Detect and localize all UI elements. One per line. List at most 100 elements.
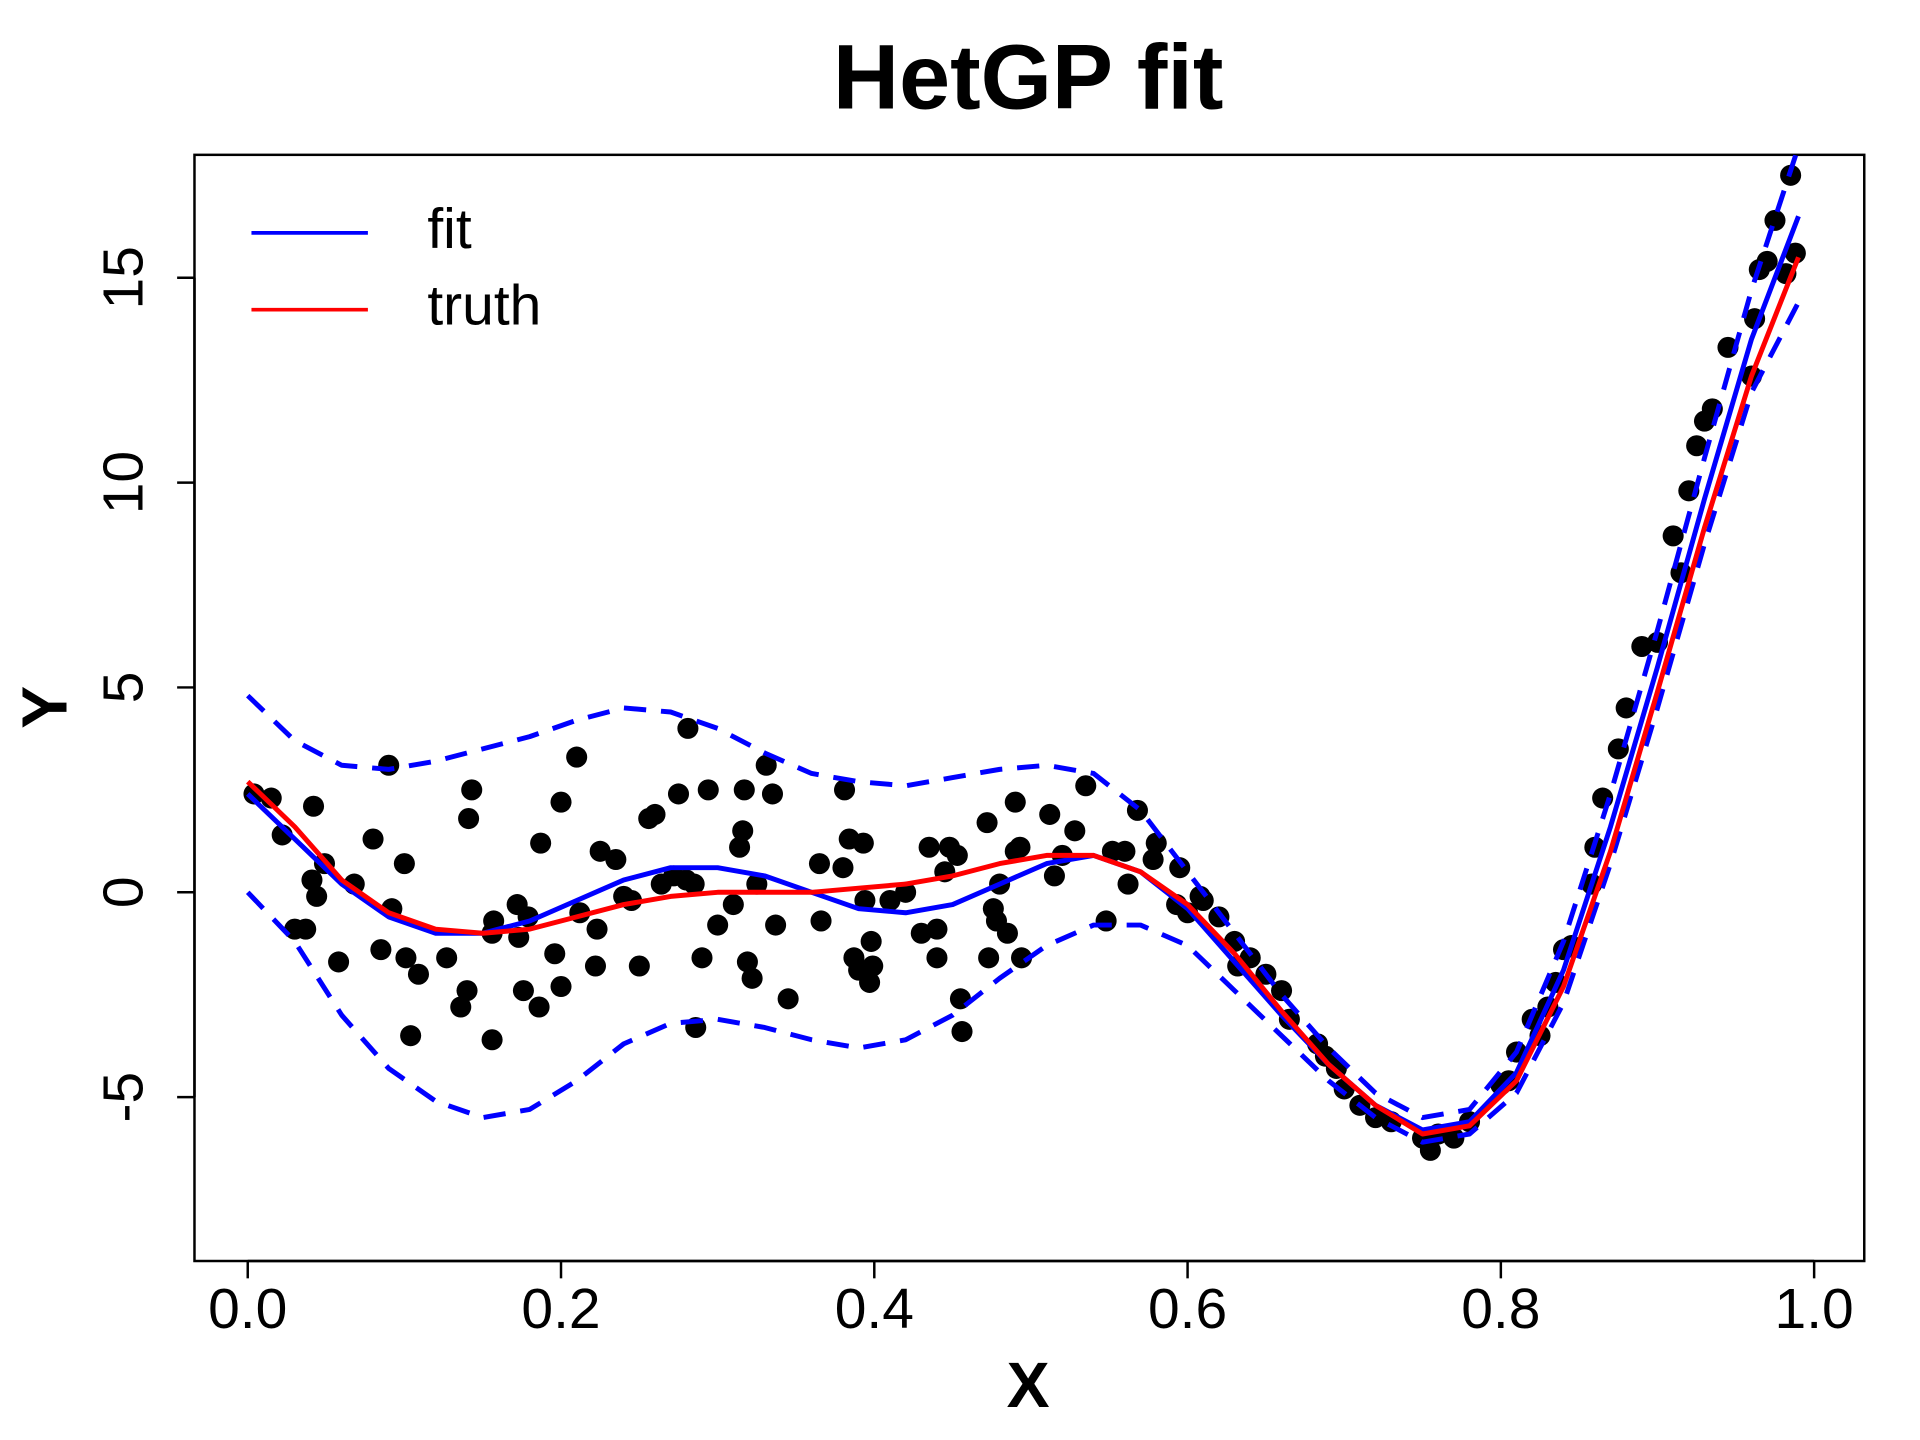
y-tick-label: 0 bbox=[92, 876, 156, 908]
point bbox=[512, 980, 534, 1002]
point bbox=[852, 832, 874, 854]
point bbox=[328, 951, 350, 973]
point bbox=[746, 873, 768, 895]
point bbox=[777, 988, 799, 1010]
point bbox=[667, 783, 690, 805]
point bbox=[407, 963, 430, 985]
point bbox=[860, 930, 882, 952]
point bbox=[854, 889, 876, 912]
point bbox=[481, 1029, 503, 1051]
point bbox=[461, 779, 483, 801]
point bbox=[550, 975, 572, 998]
x-tick-label: 0.4 bbox=[835, 1277, 914, 1341]
point bbox=[1011, 947, 1033, 969]
point bbox=[765, 914, 787, 936]
point bbox=[733, 779, 755, 801]
point bbox=[691, 947, 713, 969]
curve bbox=[246, 256, 1801, 1137]
point bbox=[1114, 840, 1136, 862]
point bbox=[1169, 857, 1191, 879]
point bbox=[1271, 980, 1293, 1002]
point bbox=[729, 836, 751, 858]
y-tick-label: 5 bbox=[92, 672, 156, 704]
plot-area bbox=[243, 154, 1806, 1161]
point bbox=[677, 717, 699, 739]
curve bbox=[246, 215, 1801, 1133]
x-tick-label: 0.8 bbox=[1461, 1277, 1540, 1341]
point bbox=[1004, 791, 1026, 813]
point bbox=[243, 783, 265, 805]
point bbox=[808, 853, 830, 875]
point bbox=[862, 955, 884, 977]
band-line bbox=[246, 154, 1799, 1121]
point bbox=[544, 943, 566, 965]
point bbox=[976, 812, 998, 834]
point bbox=[918, 836, 940, 858]
point bbox=[1064, 820, 1086, 842]
point bbox=[1039, 803, 1061, 825]
point bbox=[926, 918, 948, 940]
point bbox=[395, 947, 417, 969]
point bbox=[1009, 836, 1031, 858]
band-line bbox=[245, 301, 1801, 1145]
point bbox=[810, 910, 832, 932]
point bbox=[370, 939, 392, 961]
point bbox=[741, 967, 763, 989]
point bbox=[926, 947, 948, 969]
point bbox=[996, 922, 1018, 944]
point bbox=[362, 828, 384, 850]
point bbox=[879, 889, 901, 912]
point bbox=[722, 894, 744, 916]
point bbox=[736, 951, 758, 973]
point bbox=[859, 971, 881, 993]
point bbox=[530, 832, 552, 854]
x-tick-label: 0.2 bbox=[521, 1277, 600, 1341]
point bbox=[566, 746, 588, 768]
point bbox=[1192, 889, 1214, 912]
legend-label: truth bbox=[427, 274, 541, 338]
point bbox=[1419, 1139, 1441, 1161]
point bbox=[697, 779, 719, 801]
point bbox=[834, 779, 856, 801]
point bbox=[978, 947, 1000, 969]
point bbox=[1764, 209, 1786, 231]
point bbox=[1043, 865, 1065, 887]
point bbox=[1615, 697, 1637, 719]
point bbox=[628, 955, 650, 977]
point bbox=[1117, 873, 1139, 895]
point bbox=[1756, 250, 1778, 272]
point bbox=[550, 791, 572, 813]
x-tick-label: 0.6 bbox=[1148, 1277, 1227, 1341]
point bbox=[378, 754, 400, 776]
point bbox=[586, 918, 608, 940]
point bbox=[400, 1025, 422, 1047]
point bbox=[584, 955, 607, 977]
point bbox=[1145, 832, 1167, 854]
point bbox=[1075, 775, 1097, 797]
y-tick-label: 15 bbox=[92, 246, 156, 309]
point bbox=[683, 873, 705, 895]
point bbox=[761, 783, 784, 805]
chart-title: HetGP fit bbox=[833, 26, 1223, 128]
point bbox=[946, 844, 968, 866]
point bbox=[450, 996, 472, 1018]
x-axis-label: X bbox=[1007, 1349, 1050, 1421]
point bbox=[832, 857, 854, 879]
point bbox=[1686, 435, 1708, 457]
point bbox=[306, 885, 328, 907]
point bbox=[483, 910, 505, 932]
x-tick-label: 0.0 bbox=[208, 1277, 287, 1341]
point bbox=[458, 808, 480, 830]
point bbox=[1662, 525, 1684, 547]
point bbox=[1095, 910, 1117, 932]
point bbox=[1142, 848, 1164, 871]
point bbox=[456, 980, 478, 1002]
x-tick-label: 1.0 bbox=[1775, 1277, 1854, 1341]
point bbox=[951, 1021, 973, 1043]
point bbox=[393, 853, 415, 875]
point bbox=[301, 869, 323, 891]
y-tick-label: -5 bbox=[92, 1072, 156, 1123]
point bbox=[295, 918, 317, 940]
